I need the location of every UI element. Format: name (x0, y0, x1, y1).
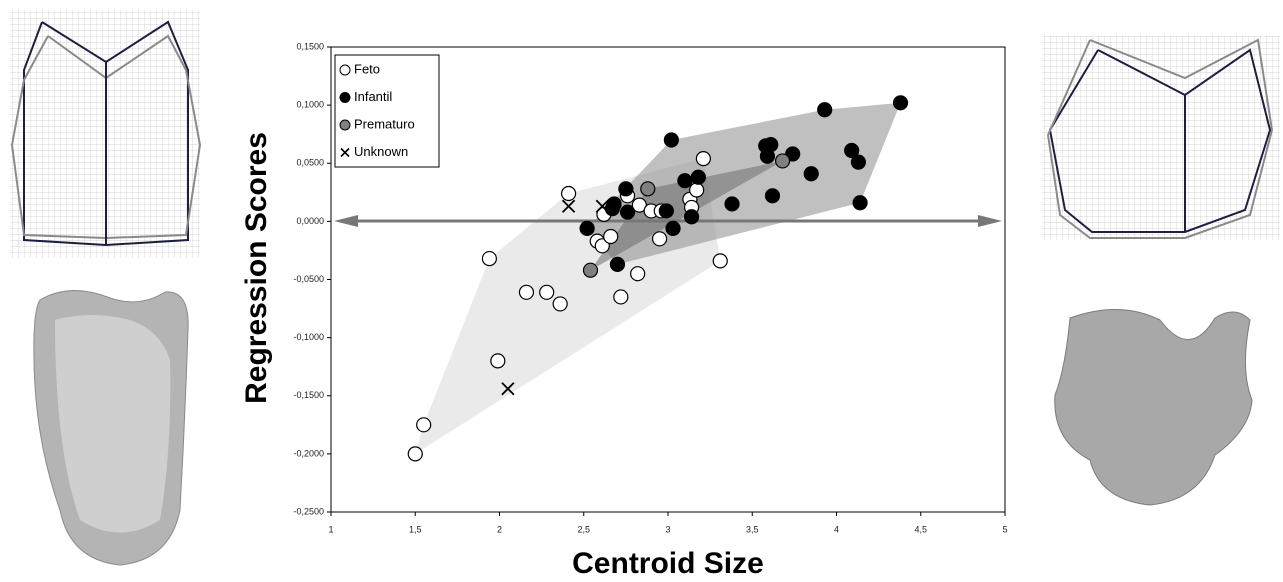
point (606, 196, 622, 212)
y-tick-label: -0,2000 (293, 448, 324, 458)
point (552, 296, 568, 312)
point (407, 446, 423, 462)
point (619, 204, 636, 220)
x-tick-label: 3,5 (746, 524, 759, 534)
point (683, 209, 700, 225)
point (560, 185, 577, 202)
point (640, 181, 656, 197)
legend-label: Prematuro (354, 116, 415, 131)
point (618, 181, 634, 197)
point (539, 284, 555, 300)
point (712, 253, 728, 269)
x-tick-label: 5 (1002, 524, 1007, 534)
legend-marker (340, 147, 350, 158)
point (852, 195, 868, 211)
zero-arrow (334, 215, 1002, 227)
point (518, 284, 535, 300)
x-tick-label: 2 (497, 524, 502, 534)
y-tick-label: 0,1500 (296, 41, 324, 51)
point (490, 353, 506, 369)
point (658, 203, 674, 219)
point (774, 153, 791, 169)
legend-marker (339, 119, 351, 131)
point (724, 196, 740, 212)
point (582, 262, 599, 278)
point (689, 182, 705, 198)
x-tick-label: 1,5 (409, 524, 422, 534)
point (603, 228, 619, 245)
x-axis-title: Centroid Size (572, 547, 764, 580)
legend-marker (339, 92, 351, 103)
point (663, 132, 679, 148)
point (764, 188, 781, 204)
point (481, 250, 497, 267)
point (630, 266, 646, 282)
group-hull (590, 160, 783, 271)
legend-label: Unknown (354, 144, 408, 159)
y-tick-label: 0,0500 (296, 158, 324, 168)
point (844, 142, 860, 159)
point (595, 199, 609, 213)
right-deformation-grid (1042, 35, 1280, 240)
point (850, 154, 867, 170)
legend-box (334, 54, 440, 168)
x-tick-label: 3 (665, 524, 670, 534)
legend-label: Infantil (354, 89, 392, 104)
x-tick-label: 1 (328, 524, 333, 534)
y-tick-label: -0,2500 (293, 506, 324, 516)
point (763, 137, 779, 153)
point (892, 95, 909, 111)
x-tick-label: 4,5 (914, 524, 927, 534)
point (665, 220, 681, 236)
point (501, 382, 515, 396)
point (803, 166, 819, 182)
left-deformation-grid (10, 10, 202, 258)
y-tick-label: 0,1000 (296, 100, 324, 110)
point (609, 256, 626, 272)
y-tick-label: -0,1500 (293, 390, 324, 400)
right-bone (1054, 309, 1253, 506)
point (416, 417, 432, 433)
point (579, 220, 595, 236)
point (594, 238, 610, 254)
y-tick-label: -0,1000 (293, 332, 324, 342)
point (561, 199, 576, 213)
point (613, 289, 629, 305)
point (690, 169, 706, 185)
point (695, 151, 711, 167)
y-axis-title: Regression Scores (240, 132, 273, 404)
point (651, 231, 668, 247)
legend-label: Feto (354, 61, 380, 76)
left-bone (33, 289, 189, 566)
point (817, 102, 833, 118)
y-tick-label: -0,0500 (293, 274, 324, 284)
x-tick-label: 4 (834, 524, 839, 534)
point (677, 173, 693, 189)
legend-marker (339, 64, 351, 76)
y-tick-label: 0,0000 (296, 216, 324, 226)
x-tick-label: 2,5 (577, 524, 590, 534)
